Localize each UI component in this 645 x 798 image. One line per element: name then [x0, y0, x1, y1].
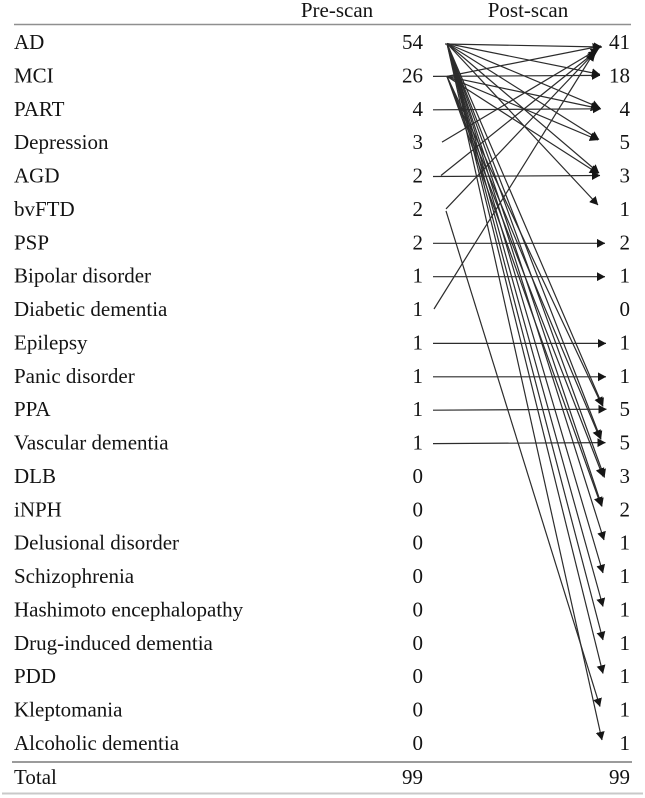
svg-text:Vascular dementia: Vascular dementia — [14, 431, 169, 455]
svg-text:Diabetic dementia: Diabetic dementia — [14, 297, 168, 321]
svg-text:Hashimoto encephalopathy: Hashimoto encephalopathy — [14, 598, 244, 622]
svg-text:0: 0 — [413, 631, 424, 655]
svg-text:iNPH: iNPH — [14, 497, 62, 521]
svg-text:1: 1 — [413, 264, 424, 288]
svg-text:5: 5 — [620, 431, 631, 455]
svg-text:PSP: PSP — [14, 230, 49, 254]
svg-text:1: 1 — [620, 364, 631, 388]
svg-text:99: 99 — [609, 765, 630, 789]
svg-text:1: 1 — [620, 264, 631, 288]
svg-text:1: 1 — [413, 297, 424, 321]
svg-text:41: 41 — [609, 30, 630, 54]
svg-text:bvFTD: bvFTD — [14, 197, 75, 221]
svg-text:0: 0 — [620, 297, 631, 321]
svg-text:5: 5 — [620, 130, 631, 154]
svg-text:Delusional disorder: Delusional disorder — [14, 531, 179, 555]
svg-text:99: 99 — [402, 765, 423, 789]
svg-text:PPA: PPA — [14, 397, 51, 421]
svg-text:3: 3 — [620, 464, 631, 488]
svg-text:0: 0 — [413, 664, 424, 688]
svg-text:4: 4 — [413, 97, 424, 121]
svg-text:5: 5 — [620, 397, 631, 421]
svg-text:1: 1 — [413, 330, 424, 354]
svg-text:Panic disorder: Panic disorder — [14, 364, 135, 388]
svg-text:1: 1 — [620, 531, 631, 555]
svg-text:Post-scan: Post-scan — [488, 0, 569, 22]
svg-text:Epilepsy: Epilepsy — [14, 330, 88, 354]
svg-text:0: 0 — [413, 531, 424, 555]
svg-text:0: 0 — [413, 564, 424, 588]
svg-text:1: 1 — [620, 664, 631, 688]
svg-text:AGD: AGD — [14, 164, 60, 188]
svg-text:Total: Total — [14, 765, 57, 789]
svg-text:2: 2 — [620, 497, 631, 521]
svg-text:2: 2 — [413, 164, 424, 188]
svg-text:Kleptomania: Kleptomania — [14, 698, 123, 722]
svg-text:DLB: DLB — [14, 464, 56, 488]
svg-text:2: 2 — [413, 230, 424, 254]
svg-text:PDD: PDD — [14, 664, 56, 688]
svg-text:1: 1 — [620, 731, 631, 755]
svg-text:Alcoholic dementia: Alcoholic dementia — [14, 731, 180, 755]
svg-text:0: 0 — [413, 464, 424, 488]
svg-text:1: 1 — [620, 631, 631, 655]
svg-text:1: 1 — [413, 364, 424, 388]
svg-text:0: 0 — [413, 497, 424, 521]
svg-text:Drug-induced dementia: Drug-induced dementia — [14, 631, 214, 655]
svg-text:54: 54 — [402, 30, 424, 54]
svg-text:0: 0 — [413, 598, 424, 622]
svg-text:MCI: MCI — [14, 63, 54, 87]
svg-text:3: 3 — [413, 130, 424, 154]
svg-text:1: 1 — [413, 431, 424, 455]
svg-text:1: 1 — [620, 330, 631, 354]
svg-text:Schizophrenia: Schizophrenia — [14, 564, 135, 588]
svg-text:2: 2 — [413, 197, 424, 221]
svg-text:18: 18 — [609, 63, 630, 87]
svg-text:1: 1 — [620, 698, 631, 722]
svg-text:2: 2 — [620, 230, 631, 254]
svg-text:Depression: Depression — [14, 130, 109, 154]
svg-text:3: 3 — [620, 164, 631, 188]
svg-text:Bipolar disorder: Bipolar disorder — [14, 264, 151, 288]
svg-text:26: 26 — [402, 63, 423, 87]
svg-text:4: 4 — [620, 97, 631, 121]
svg-text:1: 1 — [620, 598, 631, 622]
svg-text:PART: PART — [14, 97, 65, 121]
svg-text:1: 1 — [620, 197, 631, 221]
svg-text:Pre-scan: Pre-scan — [301, 0, 374, 22]
svg-text:0: 0 — [413, 731, 424, 755]
svg-text:1: 1 — [413, 397, 424, 421]
svg-text:AD: AD — [14, 30, 44, 54]
svg-text:0: 0 — [413, 698, 424, 722]
svg-text:1: 1 — [620, 564, 631, 588]
